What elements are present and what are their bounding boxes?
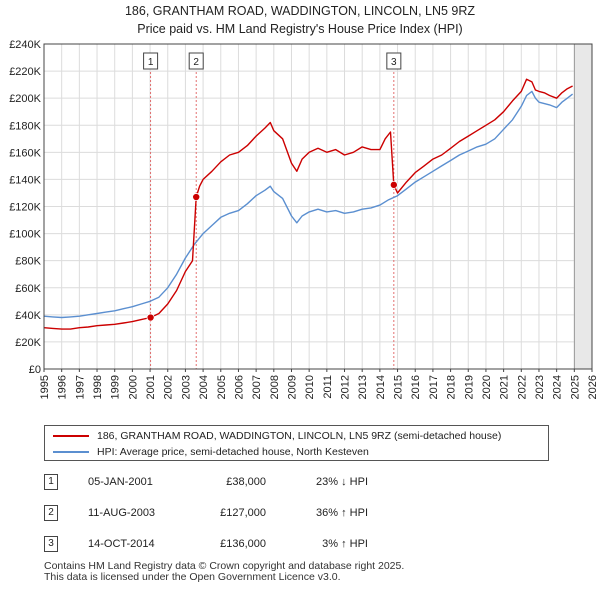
transaction-date: 05-JAN-2001 <box>88 476 153 488</box>
transaction-date: 11-AUG-2003 <box>88 507 156 519</box>
x-tick-label: 2011 <box>322 375 334 399</box>
title-line-2: Price paid vs. HM Land Registry's House … <box>137 22 463 36</box>
transaction-number-badge: 1 <box>44 474 58 490</box>
y-tick-label: £60K <box>15 283 41 295</box>
x-tick-label: 2000 <box>127 375 139 399</box>
legend-label-property: 186, GRANTHAM ROAD, WADDINGTON, LINCOLN,… <box>97 430 502 442</box>
transaction-price: £38,000 <box>226 476 266 488</box>
transaction-number-badge: 3 <box>44 536 58 552</box>
transaction-hpi-diff: 36% ↑ HPI <box>316 507 368 519</box>
transaction-price: £127,000 <box>220 507 266 519</box>
x-tick-label: 1999 <box>110 375 122 399</box>
x-tick-label: 2026 <box>587 375 599 399</box>
sale-point <box>146 313 155 322</box>
x-tick-label: 2015 <box>393 375 405 399</box>
transaction-hpi-diff: 3% ↑ HPI <box>322 538 368 550</box>
x-tick-label: 2013 <box>357 375 369 399</box>
footer-line-1: Contains HM Land Registry data © Crown c… <box>44 560 405 572</box>
x-tick-label: 2005 <box>216 375 228 399</box>
y-tick-label: £160K <box>9 147 41 159</box>
hpi-line <box>43 90 574 319</box>
y-tick-label: £120K <box>9 202 41 214</box>
transaction-row: 1 05-JAN-2001 £38,000 23% ↓ HPI <box>44 474 444 492</box>
footer-line-2: This data is licensed under the Open Gov… <box>44 571 341 583</box>
x-tick-label: 2007 <box>251 375 263 399</box>
sale-point <box>192 193 201 202</box>
x-tick-label: 2022 <box>516 375 528 399</box>
x-tick-label: 2009 <box>286 375 298 399</box>
y-tick-label: £220K <box>9 66 41 78</box>
x-tick-label: 2004 <box>198 375 210 399</box>
legend-item-property: 186, GRANTHAM ROAD, WADDINGTON, LINCOLN,… <box>53 428 501 444</box>
x-tick-label: 2006 <box>233 375 245 399</box>
y-tick-label: £100K <box>9 229 41 241</box>
x-tick-label: 2017 <box>428 375 440 399</box>
x-tick-label: 2012 <box>340 375 352 399</box>
x-tick-label: 2019 <box>463 375 475 399</box>
title-line-1: 186, GRANTHAM ROAD, WADDINGTON, LINCOLN,… <box>124 4 476 18</box>
x-tick-label: 2018 <box>446 375 458 399</box>
x-tick-label: 2021 <box>499 375 511 399</box>
transaction-date: 14-OCT-2014 <box>88 538 155 550</box>
plot-frame <box>43 43 593 370</box>
x-tick-label: 2025 <box>569 375 581 399</box>
x-tick-label: 1995 <box>39 375 51 399</box>
x-tick-label: 2008 <box>269 375 281 399</box>
y-tick-label: £140K <box>9 174 41 186</box>
transaction-row: 3 14-OCT-2014 £136,000 3% ↑ HPI <box>44 536 444 554</box>
legend-item-hpi: HPI: Average price, semi-detached house,… <box>53 444 369 460</box>
transaction-row: 2 11-AUG-2003 £127,000 36% ↑ HPI <box>44 505 444 523</box>
sale-number-label: 2 <box>193 57 199 68</box>
y-tick-label: £40K <box>15 310 41 322</box>
sale-number-label: 3 <box>391 57 397 68</box>
price-chart: 1 2 3 £0 £20K £40K £60K £80K £100K £120K £140K £16… <box>9 39 599 399</box>
x-tick-label: 2001 <box>145 375 157 399</box>
forecast-shade <box>574 44 592 369</box>
y-tick-label: £200K <box>9 93 41 105</box>
transaction-price: £136,000 <box>220 538 266 550</box>
chart-title: 186, GRANTHAM ROAD, WADDINGTON, LINCOLN,… <box>0 2 600 38</box>
y-tick-label: £20K <box>15 337 41 349</box>
x-tick-label: 2002 <box>163 375 175 399</box>
legend-swatch-property <box>53 435 89 437</box>
x-tick-label: 2020 <box>481 375 493 399</box>
footer-note: Contains HM Land Registry data © Crown c… <box>44 561 404 583</box>
x-tick-label: 2010 <box>304 375 316 399</box>
x-tick-label: 2023 <box>534 375 546 399</box>
sale-number-box <box>188 52 204 70</box>
legend-swatch-hpi <box>53 451 89 453</box>
chart-legend: 186, GRANTHAM ROAD, WADDINGTON, LINCOLN,… <box>44 425 549 461</box>
sale-number-box <box>386 52 402 70</box>
sale-point <box>389 180 398 189</box>
x-tick-label: 2014 <box>375 375 387 399</box>
y-tick-label: £0 <box>29 364 41 376</box>
y-tick-label: £180K <box>9 120 41 132</box>
x-tick-label: 2016 <box>410 375 422 399</box>
legend-label-hpi: HPI: Average price, semi-detached house,… <box>97 446 369 458</box>
x-tick-label: 2024 <box>552 375 564 399</box>
y-tick-label: £240K <box>9 39 41 51</box>
transaction-number-badge: 2 <box>44 505 58 521</box>
transaction-hpi-diff: 23% ↓ HPI <box>316 476 368 488</box>
y-tick-label: £80K <box>15 256 41 268</box>
x-tick-label: 1997 <box>74 375 86 399</box>
x-tick-label: 1996 <box>57 375 69 399</box>
sale-number-box <box>143 52 159 70</box>
sale-number-label: 1 <box>148 57 154 68</box>
x-tick-label: 2003 <box>180 375 192 399</box>
x-tick-label: 1998 <box>92 375 104 399</box>
